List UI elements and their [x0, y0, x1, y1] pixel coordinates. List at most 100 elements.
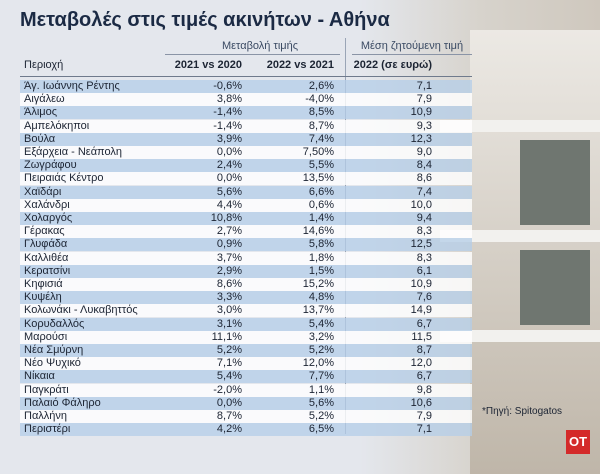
- cell-name: Κορυδαλλός: [24, 317, 85, 330]
- row-stripe: [20, 291, 472, 305]
- cell-name: Βούλα: [24, 132, 56, 145]
- cell-value: 7,9: [416, 93, 432, 106]
- row-stripe: [20, 370, 472, 384]
- cell-name: Χολαργός: [24, 212, 73, 224]
- cell-value: 12,5: [410, 238, 432, 251]
- cell-value: 14,6%: [302, 225, 334, 238]
- cell-name: Άλιμος: [24, 106, 58, 119]
- cell-value: 8,6: [416, 172, 432, 185]
- cell-name: Χαλάνδρι: [24, 198, 70, 211]
- cell-value: 5,6%: [216, 185, 242, 198]
- row-stripe: [20, 357, 472, 371]
- header-rule: [20, 76, 472, 77]
- row-stripe: [20, 106, 472, 120]
- cell-value: 7,6: [416, 291, 432, 304]
- row-stripe: [20, 172, 472, 186]
- cell-value: 6,6%: [308, 185, 334, 198]
- row-stripe: [20, 383, 472, 397]
- cell-name: Κολωνάκι - Λυκαβηττός: [24, 304, 138, 317]
- cell-value: 10,0: [410, 198, 432, 211]
- cell-value: 8,7%: [216, 410, 242, 422]
- cell-value: 5,5%: [308, 159, 334, 172]
- cell-name: Εξάρχεια - Νεάπολη: [24, 146, 123, 158]
- cell-value: 5,2%: [216, 344, 242, 356]
- cell-value: 3,3%: [216, 291, 242, 304]
- cell-value: 10,9: [410, 278, 432, 290]
- row-stripe: [20, 330, 472, 344]
- cell-value: 7,9: [416, 410, 432, 422]
- row-stripe: [20, 410, 472, 423]
- row-stripe: [20, 198, 472, 212]
- cell-value: 6,7: [416, 370, 432, 383]
- cell-name: Μαρούσι: [24, 330, 68, 343]
- cell-value: 8,3: [416, 225, 432, 238]
- cell-value: 3,8%: [216, 93, 242, 106]
- group-header: Μέση ζητούμενη τιμή: [360, 40, 464, 52]
- row-stripe: [20, 251, 472, 265]
- row-stripe: [20, 212, 472, 225]
- cell-value: 6,5%: [308, 423, 334, 436]
- cell-value: 7,1: [416, 80, 432, 92]
- cell-name: Νέα Σμύρνη: [24, 344, 84, 356]
- cell-name: Αιγάλεω: [24, 93, 65, 106]
- building-band: [440, 230, 600, 242]
- cell-name: Παλλήνη: [24, 410, 68, 422]
- header-rule: [165, 54, 340, 55]
- cell-value: 8,7: [416, 344, 432, 356]
- cell-value: 13,5%: [302, 172, 334, 185]
- row-stripe: [20, 225, 472, 239]
- cell-name: Άγ. Ιωάννης Ρέντης: [24, 80, 120, 92]
- cell-value: 13,7%: [302, 304, 334, 317]
- building-band: [440, 120, 600, 132]
- logo: OT: [566, 430, 590, 454]
- cell-value: 1,5%: [308, 264, 334, 277]
- building-window: [520, 140, 590, 225]
- cell-value: 12,0%: [302, 357, 334, 370]
- column-header: Περιοχή: [24, 59, 64, 71]
- cell-value: 5,6%: [308, 396, 334, 409]
- cell-name: Πειραιάς Κέντρο: [24, 172, 104, 185]
- cell-value: 7,50%: [302, 146, 334, 158]
- cell-value: 4,4%: [216, 198, 242, 211]
- cell-name: Νέο Ψυχικό: [24, 357, 81, 370]
- cell-value: -1,4%: [213, 119, 242, 132]
- cell-value: 9,4: [416, 212, 432, 224]
- cell-name: Γέρακας: [24, 225, 65, 238]
- cell-value: 7,7%: [308, 370, 334, 383]
- row-stripe: [20, 159, 472, 173]
- cell-value: 2,7%: [216, 225, 242, 238]
- cell-value: 10,9: [410, 106, 432, 119]
- row-stripe: [20, 185, 472, 199]
- title: Μεταβολές στις τιμές ακινήτων - Αθήνα: [20, 9, 390, 31]
- cell-name: Ζωγράφου: [24, 159, 77, 172]
- row-stripe: [20, 132, 472, 146]
- cell-value: 8,6%: [216, 278, 242, 290]
- row-stripe: [20, 278, 472, 291]
- cell-value: 3,0%: [216, 304, 242, 317]
- cell-name: Παλαιό Φάληρο: [24, 396, 101, 409]
- cell-value: 10,6: [410, 396, 432, 409]
- cell-value: -4,0%: [305, 93, 334, 106]
- cell-value: -1,4%: [213, 106, 242, 119]
- cell-value: 2,6%: [308, 80, 334, 92]
- cell-value: 11,1%: [211, 330, 242, 343]
- cell-value: 9,0: [416, 146, 432, 158]
- row-stripe: [20, 80, 472, 93]
- row-stripe: [20, 93, 472, 107]
- building-window: [520, 250, 590, 325]
- cell-value: 5,2%: [308, 344, 334, 356]
- cell-value: 7,1: [416, 423, 432, 436]
- row-stripe: [20, 396, 472, 410]
- cell-value: 14,9: [410, 304, 432, 317]
- cell-name: Παγκράτι: [24, 383, 69, 396]
- cell-value: -2,0%: [213, 383, 242, 396]
- group-header: Μεταβολή τιμής: [221, 40, 299, 52]
- cell-value: 9,8: [416, 383, 432, 396]
- cell-value: 8,7%: [308, 119, 334, 132]
- cell-value: 3,9%: [216, 132, 242, 145]
- row-stripe: [20, 146, 472, 159]
- row-stripe: [20, 264, 472, 278]
- cell-value: 5,8%: [308, 238, 334, 251]
- cell-name: Καλλιθέα: [24, 251, 69, 264]
- cell-value: 0,0%: [216, 396, 242, 409]
